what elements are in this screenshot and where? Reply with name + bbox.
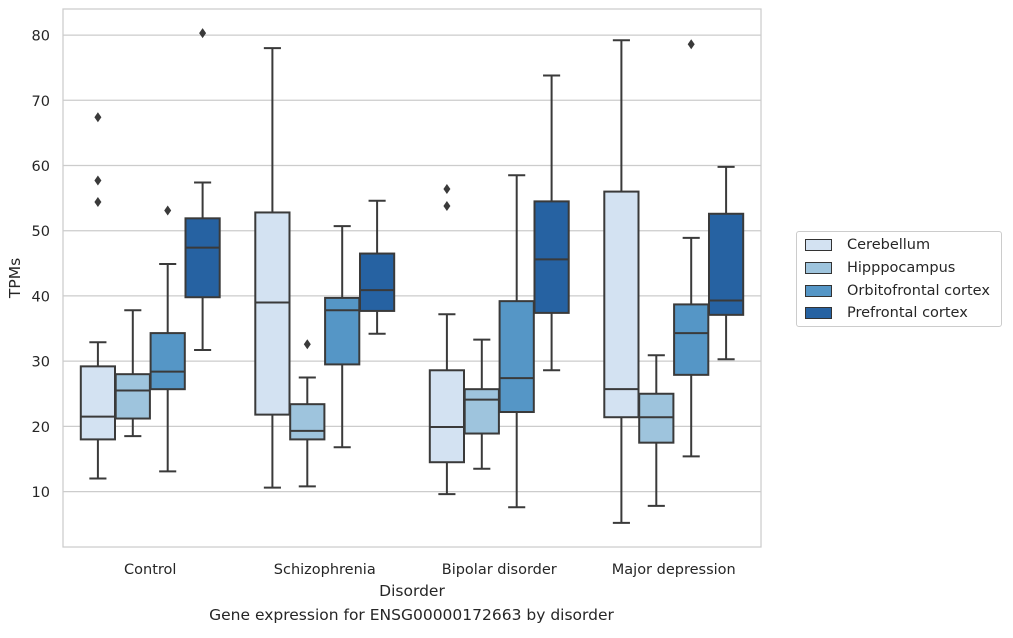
box-iqr <box>707 212 745 316</box>
box-plot-element <box>603 39 640 524</box>
outlier-point <box>303 339 311 350</box>
box-plot-element <box>184 28 221 352</box>
x-tick-label: Bipolar disorder <box>442 562 557 578</box>
box-plot-element <box>79 112 117 480</box>
outlier-point <box>199 28 207 39</box>
x-tick-label: Major depression <box>612 562 736 578</box>
outlier-point <box>443 183 451 194</box>
x-axis-label: Disorder <box>379 582 445 600</box>
legend-item-prefrontal-cortex: Prefrontal cortex <box>805 303 968 323</box>
box-iqr <box>463 388 500 435</box>
box-iqr <box>358 252 396 312</box>
y-axis-label: TPMs <box>6 258 24 299</box>
legend-item-cerebellum: Cerebellum <box>805 235 930 255</box>
box-plot-element <box>533 74 570 372</box>
box-iqr <box>289 403 326 441</box>
legend-swatch-hipppocampus <box>805 262 832 274</box>
box-iqr <box>184 217 221 299</box>
legend-item-hipppocampus: Hipppocampus <box>805 258 955 278</box>
box-plot-element <box>358 199 396 335</box>
outlier-point <box>94 175 102 186</box>
legend: Cerebellum Hipppocampus Orbitofrontal co… <box>796 231 1002 327</box>
box-iqr <box>428 369 466 464</box>
outlier-point <box>94 197 102 208</box>
x-tick-label: Schizophrenia <box>274 562 376 578</box>
box-iqr <box>79 365 117 441</box>
box-iqr <box>149 332 186 391</box>
legend-label-hipppocampus: Hipppocampus <box>847 260 956 276</box>
y-tick-label: 50 <box>32 224 50 240</box>
box-iqr <box>603 190 640 419</box>
y-tick-label: 30 <box>32 355 50 371</box>
plot-area-frame <box>62 8 762 548</box>
legend-swatch-prefrontal-cortex <box>805 307 832 319</box>
outlier-point <box>164 205 172 216</box>
y-tick-label: 60 <box>32 159 50 175</box>
x-tick-label: Control <box>124 562 176 578</box>
chart-caption: Gene expression for ENSG00000172663 by d… <box>209 606 614 624</box>
box-plot-element <box>463 338 500 470</box>
outlier-point <box>94 112 102 123</box>
y-tick-label: 20 <box>32 420 50 436</box>
y-tick-label: 80 <box>32 29 50 45</box>
legend-swatch-cerebellum <box>805 239 832 251</box>
box-plot-element <box>149 205 186 473</box>
box-plot-element <box>673 39 710 458</box>
box-iqr <box>673 303 710 376</box>
boxes <box>79 28 745 524</box>
box-plot-element <box>638 354 675 507</box>
box-iqr <box>498 300 535 414</box>
box-iqr <box>533 200 570 314</box>
box-plot-element <box>498 174 535 509</box>
box-plot-element <box>289 339 326 488</box>
legend-swatch-orbitofrontal-cortex <box>805 285 832 297</box>
box-plot-element <box>114 309 151 438</box>
box-plot-element <box>707 165 745 361</box>
legend-label-cerebellum: Cerebellum <box>847 237 931 253</box>
box-plot-element <box>428 183 466 496</box>
y-tick-label: 10 <box>32 485 50 501</box>
x-tick-labels: Control Schizophrenia Bipolar disorder Majo… <box>124 562 736 578</box>
box-plot-element <box>254 47 291 489</box>
outlier-point <box>443 200 451 211</box>
box-iqr <box>114 373 151 420</box>
y-tick-label: 40 <box>32 289 50 305</box>
legend-label-prefrontal-cortex: Prefrontal cortex <box>847 305 968 321</box>
box-iqr <box>254 211 291 416</box>
box-iqr <box>324 296 361 366</box>
y-tick-labels: 10 20 30 40 50 60 70 80 <box>32 29 50 501</box>
outlier-point <box>687 39 695 50</box>
legend-item-orbitofrontal-cortex: Orbitofrontal cortex <box>805 281 990 301</box>
legend-label-orbitofrontal-cortex: Orbitofrontal cortex <box>847 283 990 299</box>
box-plot-element <box>324 225 361 449</box>
y-tick-label: 70 <box>32 94 50 110</box>
